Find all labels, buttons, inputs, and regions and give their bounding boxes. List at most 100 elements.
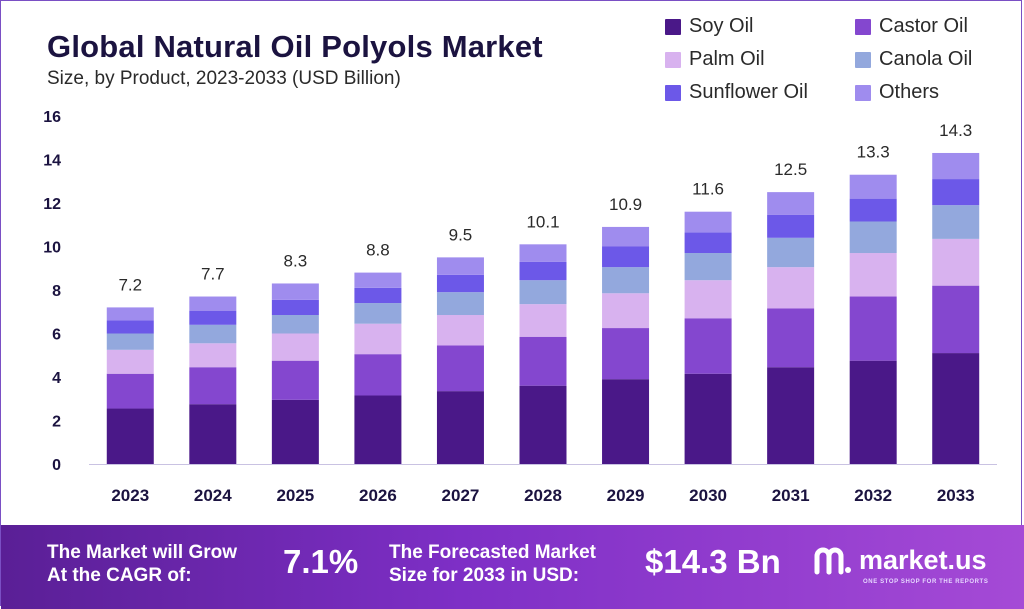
bar-segment-soy-oil [189, 404, 237, 464]
legend-item-castor-oil: Castor Oil [855, 15, 968, 38]
bar-segment-soy-oil [684, 373, 732, 464]
bar-segment-soy-oil [354, 395, 402, 464]
forecast-value: $14.3 Bn [645, 543, 781, 580]
bar-segment-palm-oil [189, 343, 237, 368]
x-tick-label: 2030 [689, 486, 727, 505]
x-tick-label: 2023 [111, 486, 149, 505]
bar-segment-canola-oil [354, 303, 402, 324]
bar-segment-sunflower-oil [189, 310, 237, 325]
bar-segment-sunflower-oil [436, 274, 484, 293]
chart-title: Global Natural Oil Polyols Market [47, 29, 543, 64]
bar-segment-palm-oil [767, 267, 815, 309]
legend-swatch [855, 84, 871, 101]
x-tick-label: 2032 [854, 486, 892, 505]
bar-total-label: 10.9 [609, 195, 642, 214]
bar-segment-sunflower-oil [849, 198, 897, 222]
bar-segment-soy-oil [106, 408, 154, 464]
footer-banner: The Market will Grow At the CAGR of: 7.1… [1, 525, 1024, 609]
bar-segment-sunflower-oil [106, 320, 154, 334]
bar-segment-castor-oil [684, 318, 732, 374]
x-tick-label: 2024 [194, 486, 232, 505]
bar-segment-castor-oil [189, 367, 237, 405]
forecast-label-line2: Size for 2033 in USD: [389, 565, 580, 586]
bar-total-label: 13.3 [857, 143, 890, 162]
x-tick-label: 2031 [772, 486, 810, 505]
bar-segment-castor-oil [436, 345, 484, 392]
cagr-label-line2: At the CAGR of: [47, 565, 192, 586]
y-tick-label: 8 [52, 283, 61, 300]
bar-segment-others [189, 296, 237, 311]
legend-item-soy-oil: Soy Oil [665, 15, 753, 38]
bar-segment-palm-oil [684, 280, 732, 319]
bar-segment-sunflower-oil [767, 214, 815, 238]
bar-segment-others [849, 174, 897, 199]
y-tick-label: 6 [52, 327, 61, 344]
bar-segment-canola-oil [767, 237, 815, 268]
bar-total-label: 12.5 [774, 160, 807, 179]
bar-segment-soy-oil [519, 385, 567, 464]
bar-segment-canola-oil [932, 205, 980, 239]
x-tick-label: 2026 [359, 486, 397, 505]
legend-item-canola-oil: Canola Oil [855, 48, 972, 71]
bar-segment-canola-oil [106, 333, 154, 350]
forecast-label: The Forecasted Market Size for 2033 in U… [389, 541, 596, 587]
bar-total-label: 9.5 [449, 225, 473, 244]
bar-segment-others [602, 226, 650, 247]
bar-segment-canola-oil [849, 221, 897, 254]
legend-swatch [665, 18, 681, 35]
y-tick-label: 14 [43, 153, 61, 170]
y-tick-label: 4 [52, 370, 61, 387]
bar-segment-others [519, 244, 567, 262]
cagr-value: 7.1% [283, 543, 359, 580]
brand-tagline: ONE STOP SHOP FOR THE REPORTS [863, 579, 989, 585]
bar-segment-soy-oil [271, 399, 319, 464]
bar-total-label: 10.1 [526, 212, 559, 231]
y-tick-label: 16 [43, 109, 61, 126]
bar-segment-castor-oil [849, 296, 897, 361]
bar-total-label: 11.6 [692, 180, 724, 199]
bar-segment-others [767, 192, 815, 215]
forecast-label-line1: The Forecasted Market [389, 542, 596, 563]
bar-segment-others [106, 307, 154, 321]
bar-segment-soy-oil [849, 360, 897, 464]
y-tick-label: 0 [52, 457, 61, 474]
legend-label: Palm Oil [689, 48, 765, 70]
legend-swatch [855, 18, 871, 35]
bar-segment-others [684, 211, 732, 233]
legend-item-palm-oil: Palm Oil [665, 48, 765, 71]
bar-segment-others [354, 272, 402, 288]
bar-segment-castor-oil [354, 354, 402, 396]
brand-name: market.us [859, 545, 987, 575]
bar-segment-soy-oil [932, 353, 980, 464]
y-tick-label: 10 [43, 240, 61, 257]
bar-total-label: 7.2 [118, 275, 142, 294]
bar-segment-palm-oil [354, 323, 402, 355]
bar-segment-sunflower-oil [354, 287, 402, 304]
brand-logo: market.us [813, 545, 987, 576]
bar-segment-palm-oil [849, 253, 897, 297]
bar-segment-palm-oil [436, 315, 484, 346]
y-tick-label: 2 [52, 414, 61, 431]
legend: Soy Oil Castor Oil Palm Oil Canola Oil S… [665, 15, 1015, 115]
bar-segment-palm-oil [932, 238, 980, 286]
legend-label: Canola Oil [879, 48, 973, 70]
y-tick-label: 12 [43, 196, 61, 213]
legend-item-sunflower-oil: Sunflower Oil [665, 81, 808, 104]
bar-segment-palm-oil [106, 349, 154, 374]
legend-swatch [665, 51, 681, 68]
bar-segment-sunflower-oil [519, 261, 567, 281]
bar-segment-canola-oil [189, 324, 237, 344]
bar-segment-sunflower-oil [271, 299, 319, 316]
bar-segment-palm-oil [519, 304, 567, 337]
legend-swatch [665, 84, 681, 101]
stacked-bar-chart: 0 2 4 6 8 10 12 14 16 7.2 2023 7.7 2024 8.3 2025 8.8 202… [43, 109, 997, 505]
bar-segment-canola-oil [436, 292, 484, 316]
legend-swatch [855, 51, 871, 68]
bar-total-label: 8.8 [366, 241, 390, 260]
legend-label: Sunflower Oil [689, 81, 808, 103]
x-tick-label: 2029 [607, 486, 645, 505]
x-tick-label: 2025 [276, 486, 314, 505]
bar-segment-castor-oil [519, 336, 567, 386]
legend-item-others: Others [855, 81, 939, 104]
bar-segment-canola-oil [271, 315, 319, 334]
